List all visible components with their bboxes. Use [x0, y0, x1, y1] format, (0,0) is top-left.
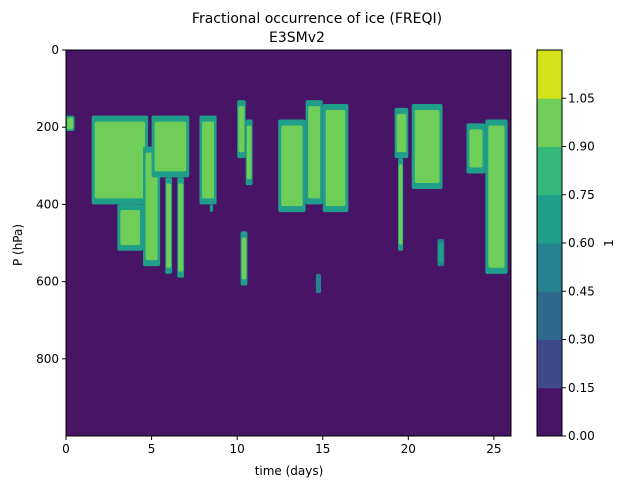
colorbar-tick-label: 0.45: [568, 284, 595, 298]
chart-subtitle: E3SMv2: [269, 30, 325, 46]
colorbar-segment: [537, 194, 562, 244]
colorbar-tick-label: 0.15: [568, 381, 595, 395]
ice-region-15-core: [316, 276, 321, 291]
x-tick-label: 15: [315, 442, 330, 456]
chart-title: Fractional occurrence of ice (FREQI): [192, 11, 442, 27]
ice-region-22: [66, 115, 75, 132]
ice-region-14-core: [325, 110, 346, 207]
x-tick-label: 25: [486, 442, 501, 456]
colorbar-tick-label: 1.05: [568, 91, 595, 105]
ice-region-14: [322, 104, 349, 213]
y-tick-label: 600: [36, 275, 59, 289]
colorbar-segment: [537, 146, 562, 196]
colorbar: 0.00 0.15 0.30 0.45 0.60 0.75 0.90 1.05: [536, 49, 595, 443]
ice-region-1-core: [94, 121, 146, 199]
ice-region-18-core: [414, 110, 440, 183]
ice-region-9-core: [238, 106, 245, 153]
colorbar-segment: [537, 291, 562, 340]
ice-region-7-core: [202, 121, 215, 199]
colorbar-tick-label: 0.75: [568, 188, 595, 202]
ice-region-16: [394, 107, 409, 159]
ice-region-20-core: [469, 129, 483, 168]
ice-region-4-core: [154, 121, 187, 172]
ice-region-8: [209, 204, 214, 213]
colorbar-tick-label: 0.00: [568, 429, 595, 443]
ice-region-5: [165, 177, 173, 274]
ice-region-3-core: [145, 152, 158, 261]
ice-region-21: [485, 119, 508, 274]
ice-region-22-core: [67, 117, 74, 130]
ice-region-10: [245, 119, 253, 186]
ice-region-2: [117, 204, 144, 251]
ice-region-20: [466, 123, 486, 174]
ice-region-13-core: [308, 106, 321, 199]
ice-region-10-core: [246, 125, 252, 180]
ice-region-15: [315, 273, 322, 294]
x-tick-label: 0: [62, 442, 70, 456]
x-axis: 0 5 10 15 20 25: [62, 436, 502, 456]
ice-region-7: [199, 115, 217, 205]
y-axis: 0 200 400 600 800: [36, 43, 66, 366]
ice-region-12-core: [281, 125, 303, 207]
ice-region-12: [278, 119, 306, 213]
x-tick-label: 20: [401, 442, 416, 456]
ice-region-16-core: [396, 113, 407, 153]
x-axis-label: time (days): [255, 464, 324, 478]
ice-region-19: [437, 239, 445, 267]
ice-region-19-core: [438, 242, 444, 263]
ice-region-1: [91, 115, 149, 205]
y-tick-label: 800: [36, 352, 59, 366]
ice-region-6-core: [178, 183, 184, 272]
colorbar-tick-label: 0.90: [568, 140, 595, 154]
colorbar-segment: [537, 387, 562, 437]
y-tick-label: 400: [36, 197, 59, 211]
ice-region-11: [240, 231, 248, 286]
y-tick-label: 0: [51, 43, 59, 57]
ice-region-17-core: [398, 164, 403, 245]
ice-region-18: [411, 104, 443, 189]
colorbar-segment: [537, 339, 562, 389]
ice-region-8-core: [210, 205, 213, 212]
colorbar-tick-label: 0.60: [568, 236, 595, 250]
x-tick-label: 10: [230, 442, 245, 456]
ice-region-21-core: [488, 125, 505, 268]
colorbar-segment: [537, 50, 562, 99]
ice-region-6: [177, 177, 185, 278]
colorbar-segment: [537, 98, 562, 147]
colorbar-label: 1: [602, 239, 616, 247]
ice-region-4: [151, 115, 190, 178]
ice-region-13: [305, 100, 323, 205]
ice-region-17: [398, 158, 404, 251]
y-tick-label: 200: [36, 120, 59, 134]
colorbar-tick-label: 0.30: [568, 333, 595, 347]
ice-region-11-core: [241, 237, 247, 280]
y-axis-label: P (hPa): [11, 224, 25, 266]
ice-region-9: [237, 100, 246, 159]
plot-area: [65, 49, 512, 437]
plot-frame: [65, 49, 512, 437]
ice-region-2-core: [120, 209, 141, 246]
ice-region-5-core: [166, 183, 172, 268]
x-tick-label: 5: [148, 442, 156, 456]
colorbar-segment: [537, 243, 562, 292]
